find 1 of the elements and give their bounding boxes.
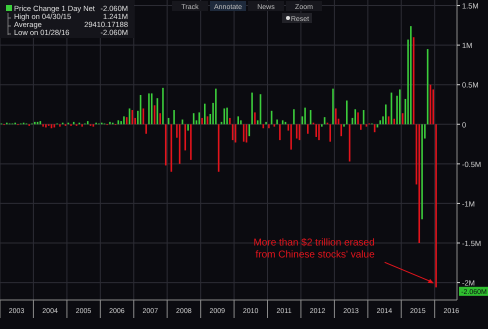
annotation: More than $2 trillion erased from Chinese stocks' value <box>253 237 376 260</box>
